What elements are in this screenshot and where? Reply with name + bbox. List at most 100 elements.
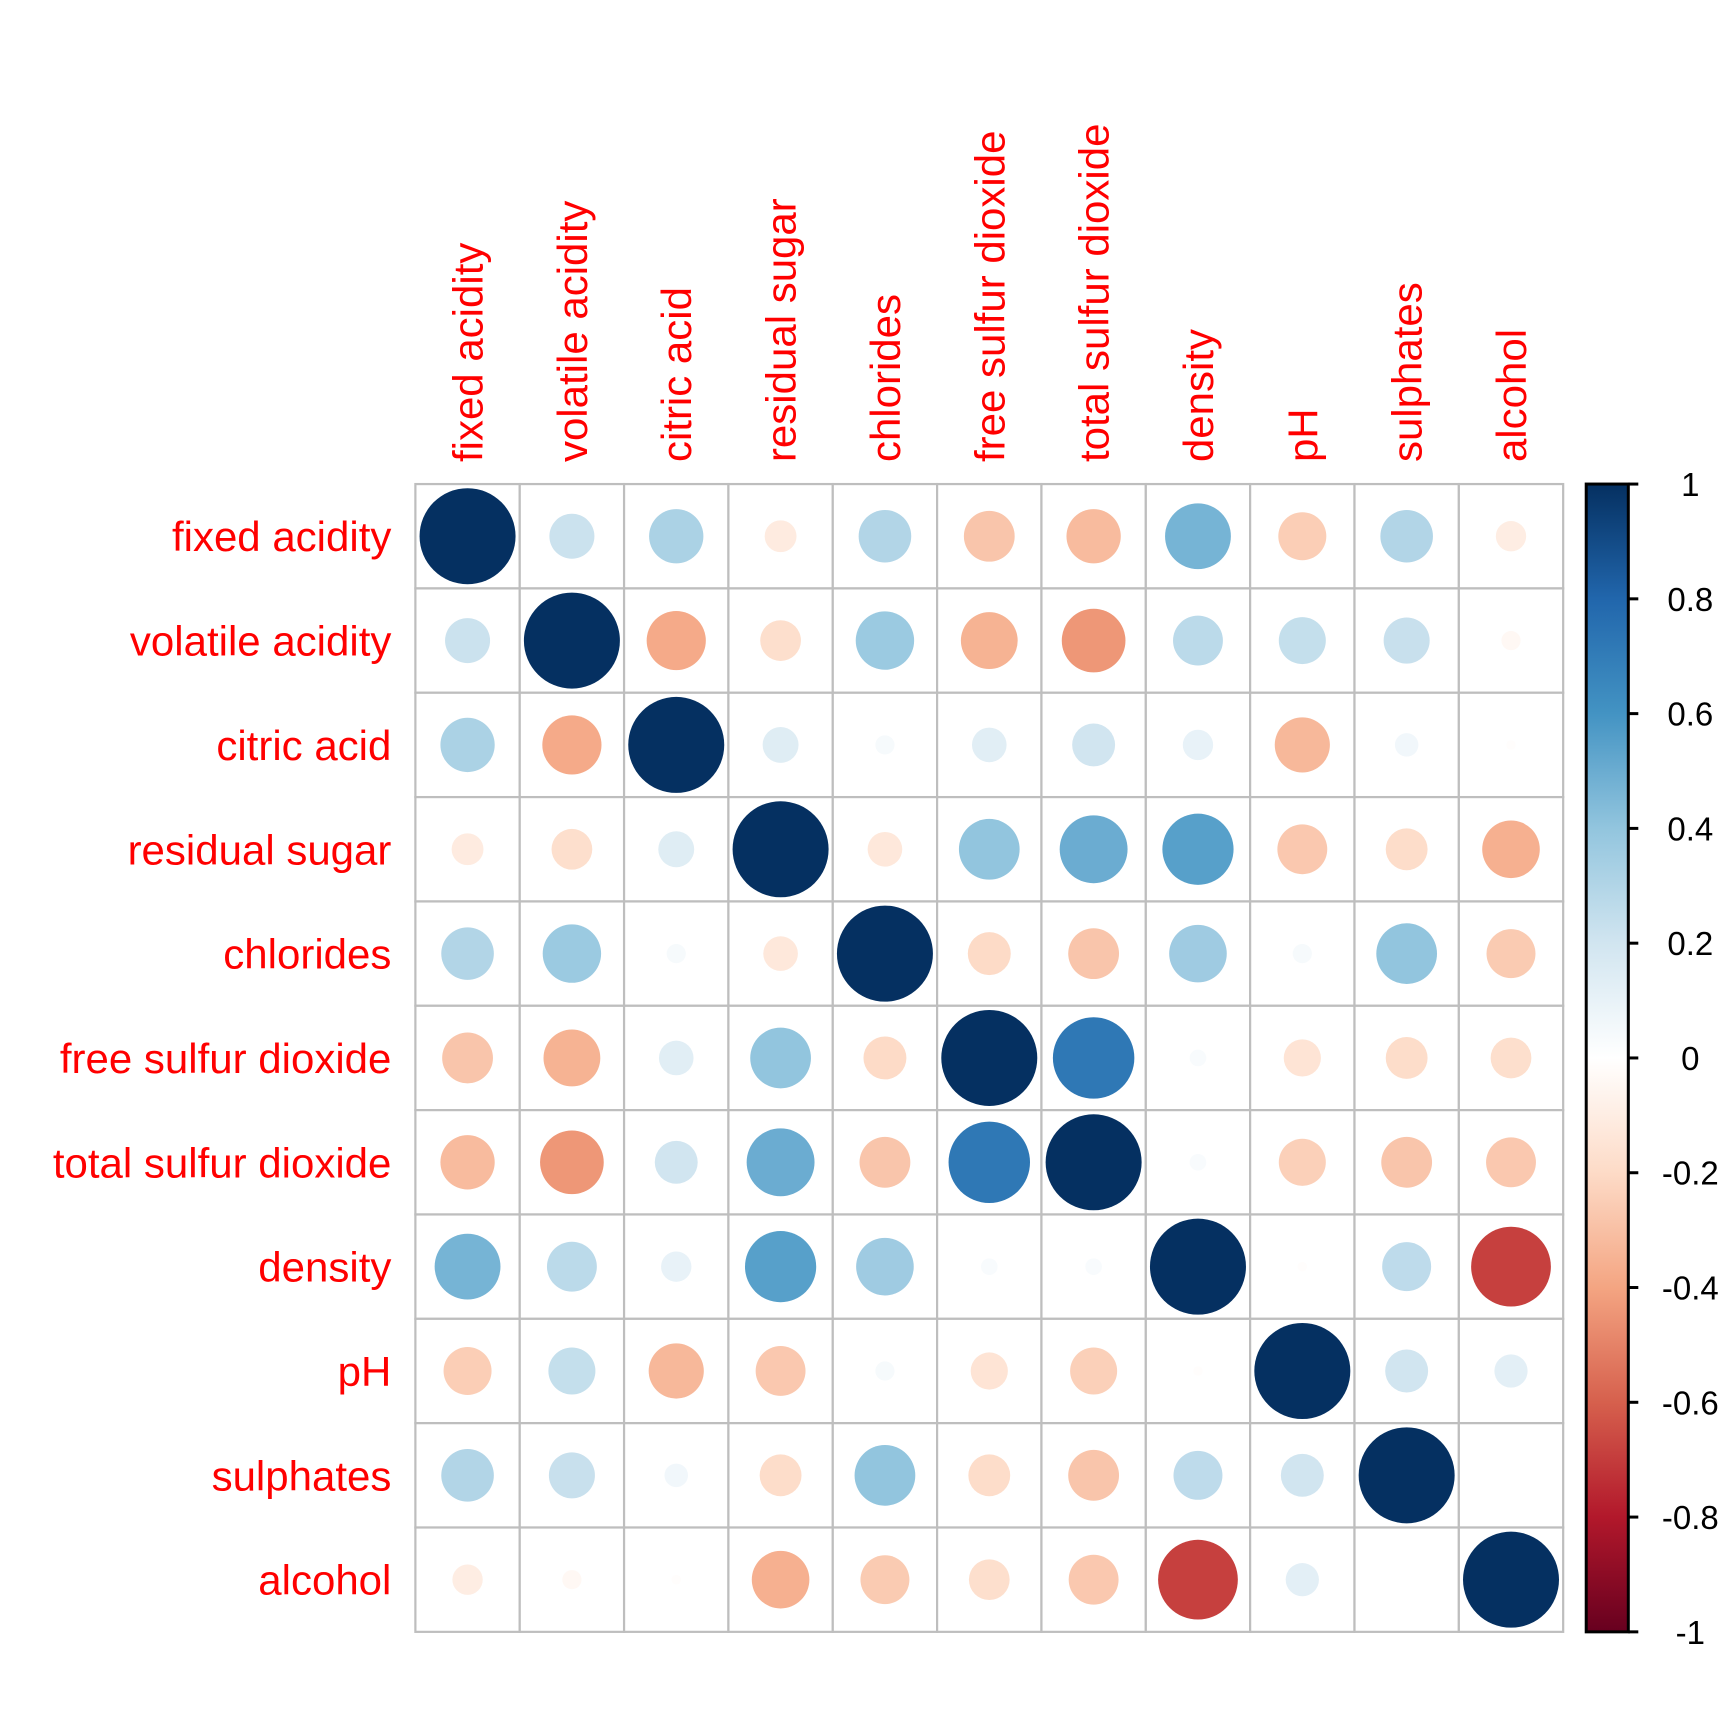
correlation-circle bbox=[750, 1027, 811, 1089]
correlation-circle bbox=[1383, 617, 1430, 664]
colorbar-tick-label: 0 bbox=[1681, 1040, 1699, 1077]
correlation-circle bbox=[1072, 723, 1116, 767]
correlation-circle bbox=[967, 932, 1011, 976]
row-label: free sulfur dioxide bbox=[60, 1035, 392, 1082]
colorbar-tick-label: -0.2 bbox=[1662, 1155, 1719, 1192]
correlation-circle bbox=[1061, 608, 1126, 673]
column-label: fixed acidity bbox=[445, 243, 492, 462]
correlation-circle bbox=[654, 1140, 698, 1184]
correlation-circle bbox=[970, 1352, 1008, 1390]
correlation-circle bbox=[1165, 503, 1231, 570]
correlation-circle bbox=[1495, 521, 1527, 552]
correlation-circle bbox=[1045, 1114, 1142, 1211]
correlation-circle bbox=[958, 818, 1020, 880]
correlation-circle bbox=[1278, 1138, 1326, 1186]
correlation-circle bbox=[442, 1032, 493, 1084]
colorbar-tick-label: 1 bbox=[1681, 466, 1699, 503]
correlation-circle bbox=[562, 1570, 582, 1590]
correlation-circle bbox=[875, 735, 895, 755]
colorbar-tick-label: 0.8 bbox=[1667, 581, 1713, 618]
correlation-circle bbox=[971, 727, 1007, 763]
correlation-circle bbox=[543, 1029, 601, 1087]
correlation-circle bbox=[443, 1346, 492, 1395]
correlation-circle bbox=[855, 611, 915, 670]
correlation-circle bbox=[941, 1009, 1038, 1106]
correlation-circle bbox=[875, 1361, 895, 1381]
correlation-circle bbox=[445, 618, 491, 664]
correlation-circle bbox=[1059, 815, 1128, 884]
correlation-circle bbox=[1278, 617, 1326, 665]
column-label: citric acid bbox=[653, 287, 700, 462]
row-labels: fixed acidity volatile acidity citric acid… bbox=[53, 513, 392, 1603]
correlation-circle bbox=[664, 1463, 689, 1488]
row-label: total sulfur dioxide bbox=[53, 1139, 392, 1186]
correlation-circle bbox=[746, 1128, 815, 1197]
correlation-circle bbox=[649, 509, 704, 564]
colorbar-tick-label: 0.2 bbox=[1667, 925, 1713, 962]
correlation-circle bbox=[1501, 630, 1521, 651]
colorbar-tick-label: -0.8 bbox=[1662, 1499, 1719, 1536]
correlation-circle bbox=[661, 1251, 692, 1282]
row-label: citric acid bbox=[216, 722, 391, 769]
column-label: alcohol bbox=[1488, 329, 1535, 462]
correlation-circle bbox=[1482, 820, 1540, 879]
row-label: fixed acidity bbox=[172, 513, 391, 560]
correlation-circle bbox=[1486, 929, 1536, 979]
correlation-circle bbox=[419, 488, 516, 585]
correlation-circle bbox=[1358, 1427, 1455, 1524]
correlation-circle bbox=[856, 1237, 914, 1296]
column-label: total sulfur dioxide bbox=[1071, 124, 1118, 463]
colorbar-gradient bbox=[1584, 482, 1630, 1634]
correlation-circle bbox=[1277, 824, 1328, 875]
colorbar-tick-label: -0.4 bbox=[1662, 1270, 1719, 1307]
correlation-circle bbox=[760, 620, 801, 661]
correlation-circle bbox=[1280, 1453, 1324, 1497]
correlation-circle bbox=[1385, 1037, 1428, 1079]
column-label: volatile acidity bbox=[549, 201, 596, 462]
correlation-circle bbox=[1068, 1449, 1120, 1501]
correlation-circle bbox=[548, 1347, 596, 1395]
correlation-circle bbox=[1066, 509, 1121, 564]
correlation-circle bbox=[646, 610, 706, 671]
correlation-circle bbox=[1292, 944, 1312, 964]
correlation-circle bbox=[648, 1343, 704, 1399]
correlation-circle bbox=[1394, 733, 1419, 757]
correlation-circle bbox=[549, 513, 595, 559]
correlation-circle bbox=[666, 944, 686, 964]
correlation-circle bbox=[863, 1036, 907, 1080]
correlation-circle bbox=[1278, 512, 1327, 561]
correlation-circle bbox=[540, 1130, 604, 1195]
correlation-circle bbox=[1149, 1218, 1246, 1315]
grid-cell bbox=[622, 587, 730, 694]
correlation-circle bbox=[658, 831, 695, 868]
correlation-circle bbox=[764, 520, 797, 553]
row-label: alcohol bbox=[258, 1557, 391, 1604]
colorbar-tick-label: -1 bbox=[1676, 1614, 1705, 1651]
correlation-circle bbox=[1182, 729, 1214, 761]
correlation-circle bbox=[1486, 1137, 1536, 1188]
correlation-circle bbox=[1376, 923, 1438, 984]
correlation-circle bbox=[1068, 928, 1120, 980]
correlation-circle bbox=[980, 1258, 998, 1275]
correlation-circle bbox=[1189, 1049, 1207, 1067]
correlation-circle bbox=[948, 1121, 1031, 1204]
correlation-circle bbox=[732, 801, 829, 898]
correlation-circle bbox=[1274, 717, 1330, 773]
correlation-circle bbox=[763, 936, 798, 971]
correlation-circle bbox=[960, 612, 1018, 669]
correlation-circle bbox=[1189, 1153, 1207, 1171]
correlation-circle bbox=[440, 1135, 495, 1190]
correlation-circle bbox=[860, 1555, 910, 1605]
column-label: chlorides bbox=[862, 294, 909, 462]
correlation-circle bbox=[867, 831, 903, 867]
correlation-circle bbox=[859, 1136, 911, 1188]
correlation-circle bbox=[1385, 1349, 1429, 1393]
correlation-circle bbox=[1381, 1136, 1433, 1188]
correlation-circle bbox=[1283, 1039, 1321, 1077]
correlation-circle bbox=[1169, 924, 1227, 983]
correlation-circle bbox=[751, 1550, 810, 1609]
column-label: residual sugar bbox=[758, 198, 805, 462]
correlation-circle bbox=[968, 1454, 1011, 1497]
correlation-circle bbox=[1193, 1366, 1203, 1376]
